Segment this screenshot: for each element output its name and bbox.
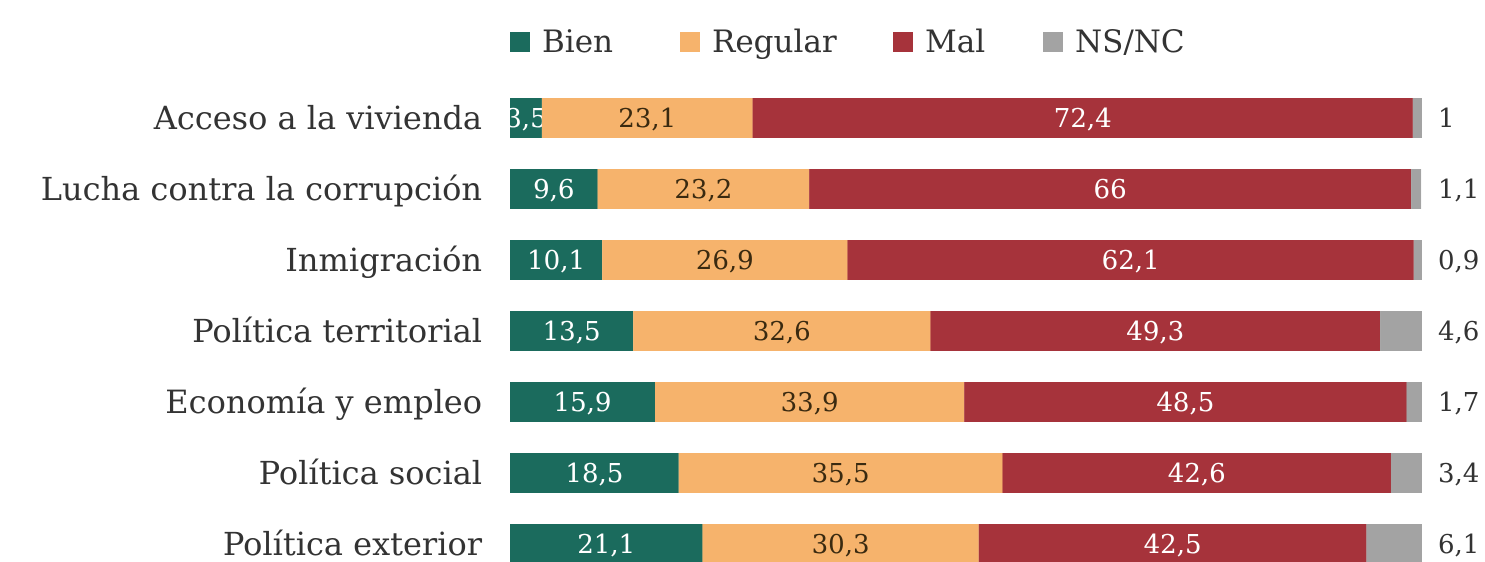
value-label: 15,9 (554, 388, 612, 418)
value-label: 0,9 (1438, 246, 1479, 276)
bar-segment (1390, 453, 1422, 493)
bar-segment (510, 382, 656, 422)
legend-swatch (893, 32, 913, 52)
value-label: 4,6 (1438, 317, 1479, 347)
bar-segment (930, 311, 1381, 351)
value-label: 18,5 (565, 459, 623, 489)
legend-swatch (1043, 32, 1063, 52)
bar-segment (847, 240, 1414, 280)
value-label: 66 (1094, 175, 1127, 205)
category-label: Lucha contra la corrupción (41, 170, 482, 208)
value-label: 1,7 (1438, 388, 1479, 418)
bar-segment (809, 169, 1412, 209)
value-label: 3,4 (1438, 459, 1479, 489)
category-label: Política exterior (223, 525, 483, 562)
bar-segment (655, 382, 965, 422)
bar-segment (633, 311, 931, 351)
legend-label: Mal (925, 24, 985, 60)
value-label: 10,1 (527, 246, 585, 276)
legend-swatch (680, 32, 700, 52)
category-label: Economía y empleo (165, 383, 482, 421)
bar-segment (510, 524, 703, 562)
bar-segment (602, 240, 848, 280)
legend-label: Regular (712, 24, 837, 60)
value-label: 1 (1438, 104, 1455, 134)
bar-segment (510, 169, 598, 209)
category-label: Acceso a la vivienda (153, 99, 482, 137)
value-label: 23,2 (674, 175, 732, 205)
legend-label: Bien (542, 24, 613, 60)
value-label: 23,1 (618, 104, 676, 134)
bar-segment (1380, 311, 1422, 351)
value-label: 42,6 (1168, 459, 1226, 489)
value-label: 21,1 (577, 530, 635, 560)
value-label: 62,1 (1102, 246, 1160, 276)
bar-segment (1411, 169, 1422, 209)
bar-segment (964, 382, 1407, 422)
bar-segment (1413, 240, 1422, 280)
value-label: 42,5 (1144, 530, 1202, 560)
bar-segment (1366, 524, 1422, 562)
bar-segment (510, 98, 542, 138)
value-label: 9,6 (533, 175, 574, 205)
bar-segment (510, 453, 679, 493)
bar-segment (752, 98, 1413, 138)
category-label: Política territorial (192, 312, 482, 350)
value-label: 72,4 (1054, 104, 1112, 134)
value-label: 6,1 (1438, 530, 1479, 560)
bar-segment (978, 524, 1367, 562)
value-label: 49,3 (1126, 317, 1184, 347)
bar-segment (597, 169, 810, 209)
value-label: 13,5 (543, 317, 601, 347)
bar-segment (1412, 98, 1422, 138)
value-label: 30,3 (812, 530, 870, 560)
value-label: 3,5 (505, 104, 546, 134)
bar-segment (678, 453, 1003, 493)
bar-segment (1002, 453, 1391, 493)
bar-segment (1406, 382, 1422, 422)
legend-label: NS/NC (1075, 24, 1185, 60)
bar-segment (702, 524, 979, 562)
category-label: Inmigración (285, 241, 482, 279)
category-label: Política social (259, 454, 482, 492)
value-label: 35,5 (812, 459, 870, 489)
value-label: 1,1 (1438, 175, 1479, 205)
legend-swatch (510, 32, 530, 52)
value-label: 32,6 (753, 317, 811, 347)
bar-segment (510, 240, 603, 280)
value-label: 26,9 (696, 246, 754, 276)
value-label: 33,9 (781, 388, 839, 418)
bar-segment (510, 311, 634, 351)
bar-segment (541, 98, 753, 138)
value-label: 48,5 (1156, 388, 1214, 418)
